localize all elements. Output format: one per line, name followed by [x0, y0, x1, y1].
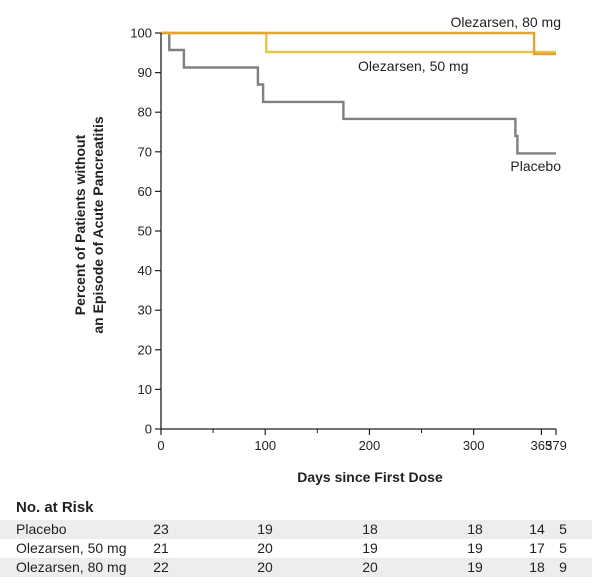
series-labels: Olezarsen, 80 mg Olezarsen, 50 mg Placeb… — [358, 14, 561, 174]
series-label-placebo: Placebo — [510, 158, 561, 174]
x-axis-title: Days since First Dose — [297, 469, 443, 485]
y-tick-label-60: 60 — [138, 184, 152, 199]
risk-cell-day-365: 17 — [529, 540, 545, 556]
series-line-olezarsen-80-mg — [161, 31, 556, 56]
risk-cell-day-379: 5 — [559, 540, 567, 556]
y-tick-label-10: 10 — [138, 382, 152, 397]
y-tick-label-70: 70 — [138, 144, 152, 159]
y-axis-title: Percent of Patients without an Episode of… — [72, 116, 106, 334]
series-label-olezarsen-50: Olezarsen, 50 mg — [358, 58, 469, 74]
risk-cell-day-200: 20 — [362, 559, 378, 575]
y-tick-label-100: 100 — [130, 26, 152, 41]
y-axis-title-line-2: an Episode of Acute Pancreatitis — [90, 116, 106, 334]
risk-cell-day-365: 14 — [529, 521, 545, 537]
series-label-olezarsen-80: Olezarsen, 80 mg — [451, 14, 562, 30]
risk-row-label: Olezarsen, 50 mg — [16, 540, 127, 556]
y-tick-label-40: 40 — [138, 263, 152, 278]
risk-cell-day-200: 18 — [362, 521, 378, 537]
y-tick-label-30: 30 — [138, 303, 152, 318]
y-tick-label-50: 50 — [138, 224, 152, 239]
y-tick-label-0: 0 — [145, 422, 152, 437]
risk-table-title: No. at Risk — [16, 499, 94, 516]
risk-cell-day-300: 19 — [467, 559, 483, 575]
risk-cell-day-379: 9 — [559, 559, 567, 575]
risk-cell-day-200: 19 — [362, 540, 378, 556]
y-tick-label-20: 20 — [138, 342, 152, 357]
y-tick-label-80: 80 — [138, 105, 152, 120]
risk-cell-day-100: 20 — [257, 559, 273, 575]
risk-row-placebo: Placebo 23 19 18 18 14 5 — [0, 520, 592, 539]
x-tick-label-300: 300 — [463, 438, 485, 453]
km-chart: Percent of Patients without an Episode of… — [72, 14, 567, 485]
x-tick-label-100: 100 — [254, 438, 276, 453]
series-line-olezarsen-50-mg — [161, 31, 556, 54]
risk-cell-day-300: 18 — [467, 521, 483, 537]
x-tick-label-379: 379 — [545, 438, 567, 453]
risk-cell-day-100: 19 — [257, 521, 273, 537]
x-tick-label-200: 200 — [359, 438, 381, 453]
y-tick-label-90: 90 — [138, 65, 152, 80]
risk-cell-day-365: 18 — [529, 559, 545, 575]
risk-row-label: Placebo — [16, 521, 67, 537]
risk-cell-day-0: 21 — [153, 540, 169, 556]
series-line-placebo — [161, 31, 556, 155]
y-axis-title-line-1: Percent of Patients without — [72, 134, 88, 315]
risk-cell-day-0: 22 — [153, 559, 169, 575]
risk-row-olezarsen-80-mg: Olezarsen, 80 mg 22 20 20 19 18 9 — [0, 558, 592, 577]
risk-cell-day-100: 20 — [257, 540, 273, 556]
risk-cell-day-379: 5 — [559, 521, 567, 537]
risk-row-olezarsen-50-mg: Olezarsen, 50 mg 21 20 19 19 17 5 — [0, 539, 592, 558]
risk-row-label: Olezarsen, 80 mg — [16, 559, 127, 575]
risk-cell-day-300: 19 — [467, 540, 483, 556]
risk-cell-day-0: 23 — [153, 521, 169, 537]
x-tick-label-365: 365 — [531, 438, 553, 453]
x-tick-label-0: 0 — [157, 438, 164, 453]
plot-lines — [161, 31, 556, 155]
